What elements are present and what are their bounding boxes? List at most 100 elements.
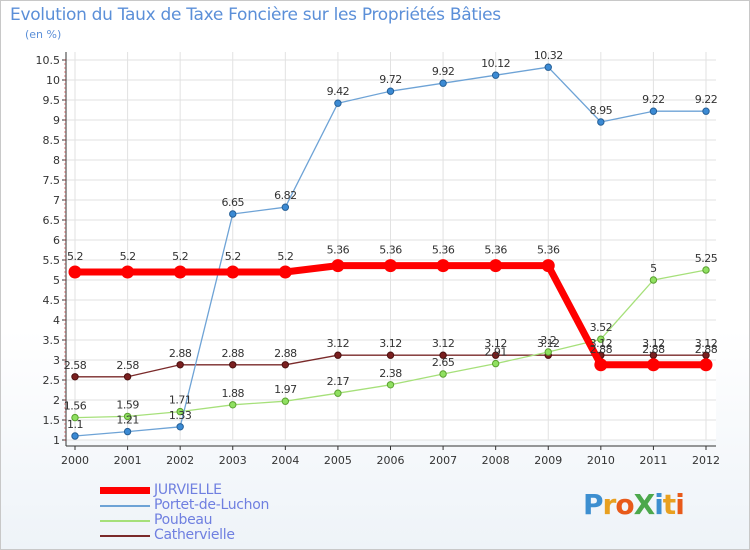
data-label-poubeau: 2.38 — [379, 367, 402, 380]
y-tick-label: 4 — [53, 314, 60, 327]
data-point-portet-de-luchon — [281, 203, 290, 211]
data-point-poubeau — [334, 389, 342, 397]
legend-swatch-cathervielle — [100, 535, 150, 537]
x-tick-label: 2008 — [482, 454, 510, 467]
data-label-cathervielle: 3.12 — [379, 337, 402, 350]
data-label-jurvielle: 5.36 — [379, 244, 402, 257]
data-point-poubeau — [386, 381, 395, 389]
legend-label-jurvielle: JURVIELLE — [154, 482, 222, 498]
x-tick-label: 2002 — [166, 454, 194, 467]
x-tick-label: 2010 — [587, 454, 615, 467]
data-point-cathervielle — [491, 351, 500, 359]
data-label-jurvielle: 5.2 — [67, 250, 83, 263]
logo-letter: i — [675, 488, 685, 521]
legend-swatch-poubeau — [100, 520, 150, 522]
data-label-poubeau: 1.56 — [64, 400, 87, 413]
y-tick-label: 8.5 — [43, 134, 61, 147]
data-point-portet-de-luchon — [386, 87, 395, 95]
data-label-portet-de-luchon: 10.32 — [534, 49, 563, 62]
data-point-jurvielle — [121, 265, 135, 279]
data-point-jurvielle — [278, 265, 292, 279]
data-point-poubeau — [71, 413, 79, 422]
legend-label-portet-de-luchon: Portet-de-Luchon — [154, 497, 270, 513]
data-label-portet-de-luchon: 8.95 — [590, 104, 613, 117]
data-label-jurvielle: 5.36 — [537, 244, 560, 257]
data-point-jurvielle — [699, 358, 713, 372]
data-label-portet-de-luchon: 9.22 — [695, 93, 718, 106]
data-label-poubeau: 1.88 — [222, 387, 245, 400]
legend-label-cathervielle: Cathervielle — [154, 527, 235, 543]
data-point-portet-de-luchon — [597, 118, 605, 126]
data-label-poubeau: 2.17 — [327, 375, 350, 388]
data-label-cathervielle: 2.88 — [274, 347, 297, 360]
y-tick-label: 6 — [53, 234, 60, 247]
data-point-cathervielle — [71, 373, 79, 381]
data-label-portet-de-luchon: 6.65 — [222, 196, 245, 209]
data-point-cathervielle — [281, 361, 290, 369]
data-label-poubeau: 3.52 — [590, 321, 613, 334]
data-label-portet-de-luchon: 9.92 — [432, 65, 455, 78]
data-point-portet-de-luchon — [229, 210, 237, 218]
y-tick-label: 9 — [53, 114, 60, 127]
data-label-portet-de-luchon: 9.42 — [327, 85, 350, 98]
data-point-portet-de-luchon — [649, 107, 658, 115]
data-label-portet-de-luchon: 9.22 — [642, 93, 665, 106]
data-point-poubeau — [123, 412, 132, 421]
data-label-portet-de-luchon: 1.33 — [169, 409, 192, 422]
data-point-cathervielle — [229, 361, 237, 369]
data-label-jurvielle: 5.2 — [120, 250, 136, 263]
data-point-poubeau — [597, 335, 605, 343]
logo-letter: t — [662, 488, 676, 521]
x-tick-label: 2000 — [61, 454, 89, 467]
data-label-portet-de-luchon: 1.21 — [116, 414, 139, 427]
data-point-jurvielle — [594, 358, 608, 372]
data-label-poubeau: 5.25 — [695, 252, 718, 265]
data-label-poubeau: 1.71 — [169, 394, 192, 407]
data-label-poubeau: 2.91 — [484, 346, 507, 359]
data-point-poubeau — [281, 397, 290, 405]
data-point-jurvielle — [489, 259, 503, 273]
legend-swatch-jurvielle — [100, 487, 150, 494]
data-label-cathervielle: 2.58 — [116, 359, 139, 372]
data-label-cathervielle: 2.88 — [222, 347, 245, 360]
data-label-jurvielle: 2.88 — [695, 343, 718, 356]
data-label-cathervielle: 2.58 — [64, 359, 87, 372]
x-tick-label: 2009 — [534, 454, 562, 467]
y-tick-label: 9.5 — [43, 94, 61, 107]
data-label-portet-de-luchon: 6.82 — [274, 189, 297, 202]
data-point-jurvielle — [226, 265, 240, 279]
data-label-jurvielle: 5.2 — [225, 250, 241, 263]
data-label-jurvielle: 5.2 — [172, 250, 188, 263]
data-label-poubeau: 1.59 — [116, 398, 139, 411]
chart-title: Evolution du Taux de Taxe Foncière sur l… — [10, 5, 501, 25]
data-label-poubeau: 5 — [650, 262, 657, 275]
x-tick-label: 2006 — [377, 454, 405, 467]
data-label-jurvielle: 5.2 — [277, 250, 293, 263]
y-tick-label: 4.5 — [43, 294, 61, 307]
data-point-cathervielle — [334, 351, 342, 359]
x-tick-label: 2007 — [429, 454, 457, 467]
data-label-cathervielle: 3.12 — [695, 337, 718, 350]
data-point-jurvielle — [436, 259, 450, 273]
y-tick-label: 5 — [53, 274, 60, 287]
data-point-jurvielle — [173, 265, 187, 279]
y-tick-label: 3.5 — [43, 334, 61, 347]
y-tick-label: 10.5 — [36, 54, 61, 67]
y-tick-label: 7.5 — [43, 174, 61, 187]
data-point-cathervielle — [176, 361, 184, 369]
data-point-poubeau — [702, 266, 710, 274]
y-tick-label: 6.5 — [43, 214, 61, 227]
y-tick-label: 3 — [53, 354, 60, 367]
data-point-poubeau — [491, 359, 500, 368]
data-label-cathervielle: 2.88 — [169, 347, 192, 360]
data-point-cathervielle — [386, 351, 395, 359]
data-label-poubeau: 1.97 — [274, 383, 297, 396]
data-label-cathervielle: 3.12 — [537, 337, 560, 350]
data-label-cathervielle: 3.12 — [642, 337, 665, 350]
x-tick-label: 2001 — [114, 454, 142, 467]
data-point-cathervielle — [439, 351, 447, 359]
x-tick-label: 2003 — [219, 454, 247, 467]
y-tick-label: 1.5 — [43, 414, 61, 427]
x-tick-label: 2004 — [271, 454, 299, 467]
